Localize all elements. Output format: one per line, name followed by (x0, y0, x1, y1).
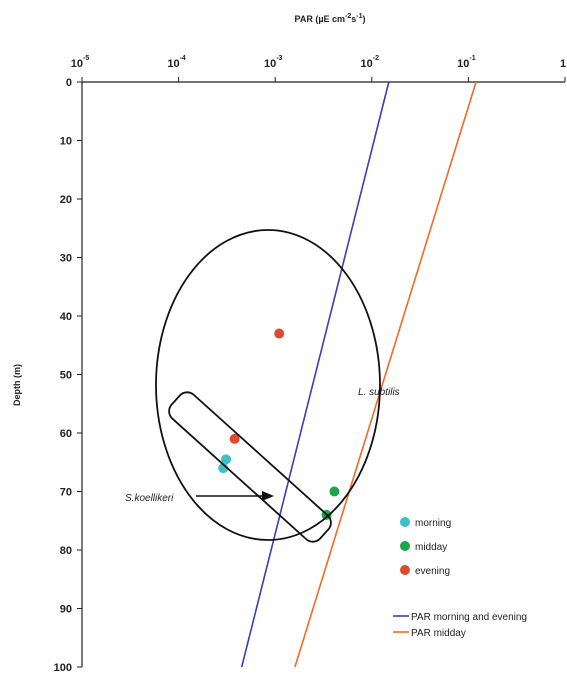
legend-line-label: PAR midday (411, 628, 466, 639)
point-morning (221, 454, 232, 465)
y-axis-title: Depth (m) (12, 364, 22, 406)
s-koellikeri-arrowhead (262, 491, 274, 501)
y-tick-label: 100 (54, 662, 72, 673)
x-tick-base: 10 (457, 58, 469, 70)
y-tick-label: 30 (60, 253, 72, 265)
y-tick-label: 20 (60, 194, 72, 206)
y-tick-label: 0 (66, 77, 72, 89)
annotation-layer: L. subtilis S.koellikeri (125, 229, 400, 543)
x-tick-label: 10-1 (457, 55, 476, 70)
l-subtilis-label: L. subtilis (358, 387, 400, 398)
legend-label-midday: midday (415, 542, 447, 553)
par-line-midday (294, 81, 477, 668)
x-tick-label: 1 (560, 58, 566, 70)
x-tick-label: 10-2 (361, 55, 380, 70)
legend-marker-midday (400, 541, 410, 551)
y-tick-label: 40 (60, 311, 72, 323)
par-line-morning-evening (240, 81, 390, 668)
x-tick-label: 10-5 (71, 55, 90, 70)
y-tick-label: 50 (60, 370, 72, 382)
x-axis-title-exp2: -1 (356, 13, 362, 20)
legend-label-morning: morning (415, 518, 451, 529)
x-tick-label: 10-4 (167, 55, 186, 70)
point-evening (274, 328, 285, 339)
x-tick-base: 10 (71, 58, 83, 70)
y-tick-label: 90 (60, 604, 72, 616)
x-axis-title-mid: s (351, 14, 356, 24)
x-axis-title-close: ) (363, 14, 366, 24)
tick-layer: 10-5 10-4 10-3 10-2 10-1 10102030405060708090… (54, 55, 566, 673)
y-tick-label: 60 (60, 428, 72, 440)
x-tick-base: 10 (167, 58, 179, 70)
legend-label-evening: evening (415, 566, 450, 577)
x-tick-base: 10 (361, 58, 373, 70)
plot-area (81, 81, 565, 667)
x-axis-title-main: PAR (µE cm (294, 14, 345, 24)
x-tick-exponent: -3 (276, 55, 282, 62)
legend-line-label: PAR morning and evening (411, 612, 527, 623)
y-tick-label: 70 (60, 487, 72, 499)
x-tick-exponent: -4 (180, 55, 186, 62)
s-koellikeri-label: S.koellikeri (125, 493, 174, 504)
x-tick-exponent: -5 (83, 55, 89, 62)
x-tick-label: 10-3 (264, 55, 283, 70)
point-midday (329, 486, 340, 497)
point-evening (229, 433, 240, 444)
marks-layer (218, 81, 477, 668)
legend-marker-morning (400, 517, 410, 527)
x-tick-base: 1 (560, 58, 566, 70)
s-koellikeri-box (168, 391, 332, 543)
x-tick-exponent: -2 (373, 55, 379, 62)
y-tick-label: 10 (60, 136, 72, 148)
x-tick-base: 10 (264, 58, 276, 70)
x-axis-title-exp1: -2 (345, 13, 351, 20)
legend: morning midday evening PAR morning and even… (393, 517, 527, 639)
y-tick-label: 80 (60, 545, 72, 557)
x-axis-title: PAR (µE cm-2s-1) (294, 13, 365, 24)
legend-marker-evening (400, 565, 410, 575)
x-tick-exponent: -1 (469, 55, 475, 62)
l-subtilis-ellipse (155, 229, 381, 541)
